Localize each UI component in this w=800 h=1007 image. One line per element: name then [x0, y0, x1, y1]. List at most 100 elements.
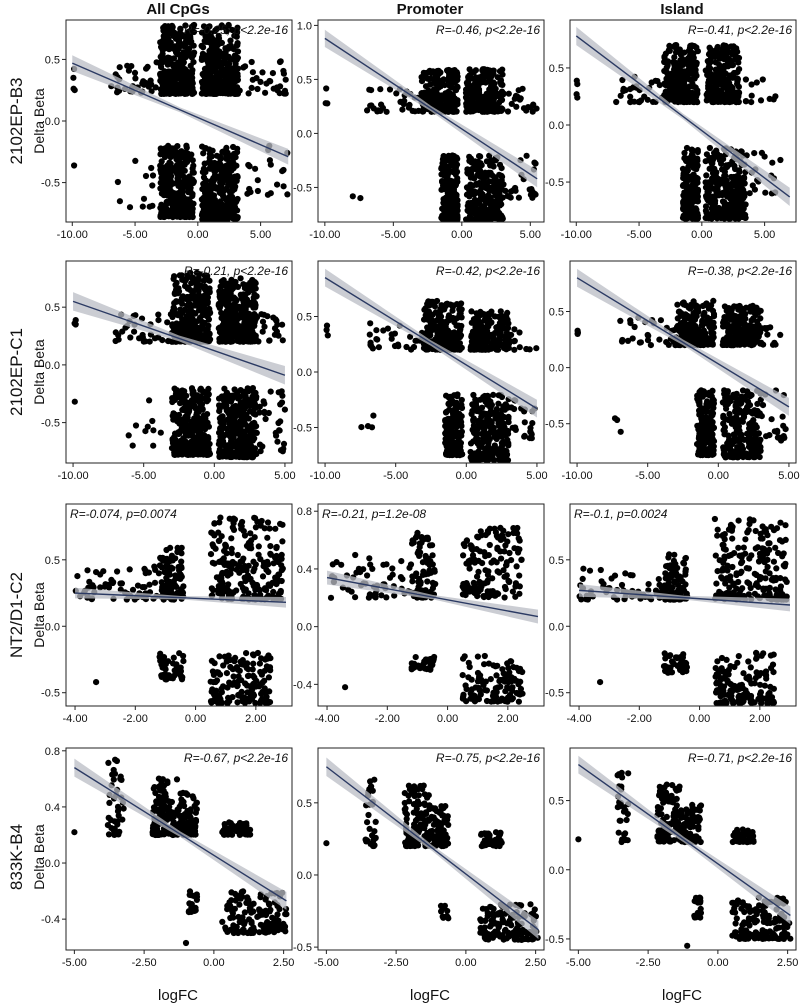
data-point [728, 72, 735, 79]
data-point [628, 98, 635, 105]
data-point [515, 194, 523, 201]
x-tick-label: -5.00 [123, 229, 148, 241]
data-point [510, 187, 517, 194]
data-point [452, 108, 459, 115]
data-point [429, 311, 436, 318]
data-point [201, 292, 208, 299]
data-point [167, 311, 174, 318]
data-point [705, 79, 712, 86]
data-point [679, 71, 687, 79]
data-point [173, 417, 180, 424]
data-point [179, 300, 186, 307]
data-point [190, 179, 197, 187]
data-point [454, 175, 461, 182]
data-point [201, 53, 208, 61]
data-point [753, 79, 760, 86]
data-point [240, 314, 247, 321]
data-point [490, 79, 497, 86]
x-tick-label: -10.00 [57, 470, 88, 482]
data-point [218, 309, 225, 317]
x-tick-label: -5.00 [131, 470, 156, 482]
x-tick-label: 5.00 [520, 229, 541, 241]
data-point [477, 153, 484, 160]
panel-frame [65, 260, 293, 464]
data-point [681, 49, 688, 56]
data-point [200, 23, 208, 30]
data-point [751, 150, 758, 157]
data-point [169, 205, 176, 213]
data-point [248, 443, 255, 450]
data-point [198, 395, 205, 402]
data-point [324, 100, 331, 107]
data-point [128, 63, 135, 70]
data-point [531, 190, 539, 197]
data-point [715, 175, 722, 183]
data-point [477, 95, 484, 102]
data-point [112, 337, 119, 345]
data-point [226, 310, 233, 318]
data-point [167, 86, 174, 93]
data-point [136, 335, 143, 342]
data-point [179, 393, 186, 400]
data-point [419, 90, 427, 97]
data-point [717, 53, 725, 60]
correlation-annotation: R=-0.46, p<2.2e-16 [436, 23, 540, 37]
data-point [219, 439, 227, 446]
data-point [709, 185, 716, 192]
data-point [231, 414, 238, 421]
data-point [254, 187, 261, 195]
y-axis-label: Delta Beta [31, 339, 47, 405]
data-point [245, 453, 252, 460]
data-point [280, 70, 287, 77]
data-point [155, 317, 162, 324]
data-point [245, 90, 252, 97]
data-point [486, 96, 493, 103]
data-point [691, 75, 698, 82]
data-point [393, 90, 400, 97]
data-point [247, 189, 254, 196]
data-point [690, 171, 697, 178]
data-point [180, 319, 188, 326]
data-point [734, 211, 741, 218]
data-point [146, 338, 153, 345]
row-label-833k-b4: 833K-B4 [7, 824, 26, 890]
data-point [465, 74, 472, 81]
data-point [116, 64, 123, 71]
data-point [189, 293, 197, 300]
data-point [195, 429, 202, 436]
correlation-annotation: R=-0.41, p<2.2e-16 [688, 23, 792, 37]
data-point [216, 291, 223, 298]
data-point [202, 272, 209, 279]
data-point [500, 181, 507, 188]
data-point [251, 332, 258, 339]
data-point [741, 180, 748, 187]
data-point [194, 405, 201, 412]
data-point [733, 180, 741, 188]
data-point [449, 204, 456, 211]
data-point [472, 158, 479, 165]
data-point [177, 39, 184, 47]
data-point [148, 164, 155, 172]
data-point [439, 205, 446, 212]
data-point [735, 59, 742, 66]
data-point [439, 105, 446, 112]
data-point [426, 302, 433, 309]
regression-line [71, 62, 289, 158]
data-point [220, 280, 227, 287]
data-point [206, 216, 214, 222]
data-point [709, 157, 716, 165]
data-point [266, 77, 273, 85]
data-point [466, 153, 473, 160]
data-point [519, 85, 526, 92]
data-point [675, 86, 682, 93]
data-point [447, 83, 454, 90]
data-point [222, 400, 229, 407]
regression-line [575, 35, 791, 198]
data-point [473, 88, 481, 95]
data-point [126, 204, 134, 211]
data-point [703, 192, 710, 200]
data-point [682, 157, 690, 164]
data-point [209, 75, 216, 82]
data-point [516, 96, 524, 103]
x-tick-label: 5.00 [274, 470, 295, 482]
